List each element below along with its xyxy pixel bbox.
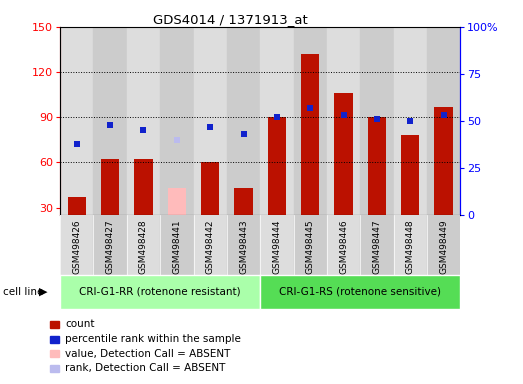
Bar (194, 215, 227, 275)
Point (73, 141, 81, 147)
Text: GSM498427: GSM498427 (106, 220, 115, 275)
Text: GSM498448: GSM498448 (406, 220, 415, 275)
Text: GSM498442: GSM498442 (206, 220, 214, 274)
Bar (127, 215, 160, 275)
Bar (160, 215, 194, 275)
Point (272, 114, 281, 120)
Text: GSM498441: GSM498441 (173, 220, 181, 275)
Text: GSM498449: GSM498449 (439, 220, 448, 275)
Bar (227, 27, 260, 215)
Point (306, 105, 314, 111)
Bar (327, 215, 360, 275)
Bar (67, 197, 86, 215)
Point (206, 124, 214, 130)
Bar (160, 27, 194, 215)
Bar (394, 27, 427, 215)
Bar (94, 215, 127, 275)
Text: GSM498445: GSM498445 (306, 220, 315, 275)
Bar (94, 27, 127, 215)
Bar (60, 27, 94, 215)
Text: GSM498426: GSM498426 (72, 220, 81, 275)
Point (139, 127, 147, 134)
Text: GSM498444: GSM498444 (272, 220, 281, 274)
Bar (435, 107, 453, 215)
Bar (293, 215, 327, 275)
Text: CRI-G1-RS (rotenone sensitive): CRI-G1-RS (rotenone sensitive) (279, 287, 441, 297)
Bar (301, 54, 320, 215)
Bar (401, 135, 419, 215)
Bar (360, 27, 393, 215)
Text: GSM498443: GSM498443 (239, 220, 248, 275)
Text: percentile rank within the sample: percentile rank within the sample (65, 334, 241, 344)
Bar (134, 159, 153, 215)
Point (173, 137, 181, 143)
Bar (101, 159, 119, 215)
Point (439, 112, 448, 118)
Bar (227, 215, 260, 275)
Bar (334, 93, 353, 215)
Text: GSM498428: GSM498428 (139, 220, 148, 275)
Bar (394, 215, 427, 275)
Point (339, 112, 348, 118)
Bar (194, 27, 227, 215)
Text: value, Detection Call = ABSENT: value, Detection Call = ABSENT (65, 349, 231, 359)
Bar (234, 188, 253, 215)
Text: GSM498447: GSM498447 (372, 220, 381, 275)
Bar (168, 188, 186, 215)
Text: ▶: ▶ (39, 287, 48, 297)
Text: rank, Detection Call = ABSENT: rank, Detection Call = ABSENT (65, 363, 226, 373)
Point (106, 122, 115, 128)
Bar (427, 27, 460, 215)
Point (240, 131, 248, 137)
Bar (260, 215, 293, 275)
Bar (368, 117, 386, 215)
Bar (327, 27, 360, 215)
Bar (293, 27, 327, 215)
Point (406, 118, 414, 124)
Bar (427, 215, 460, 275)
Text: CRI-G1-RR (rotenone resistant): CRI-G1-RR (rotenone resistant) (79, 287, 241, 297)
Bar (201, 162, 219, 215)
Bar (60, 215, 94, 275)
Text: count: count (65, 319, 95, 329)
Bar (268, 117, 286, 215)
Text: GSM498446: GSM498446 (339, 220, 348, 275)
Text: cell line: cell line (3, 287, 43, 297)
Text: GDS4014 / 1371913_at: GDS4014 / 1371913_at (153, 13, 308, 26)
Bar (360, 215, 393, 275)
Bar (260, 27, 293, 215)
Point (373, 116, 381, 122)
Bar (127, 27, 160, 215)
